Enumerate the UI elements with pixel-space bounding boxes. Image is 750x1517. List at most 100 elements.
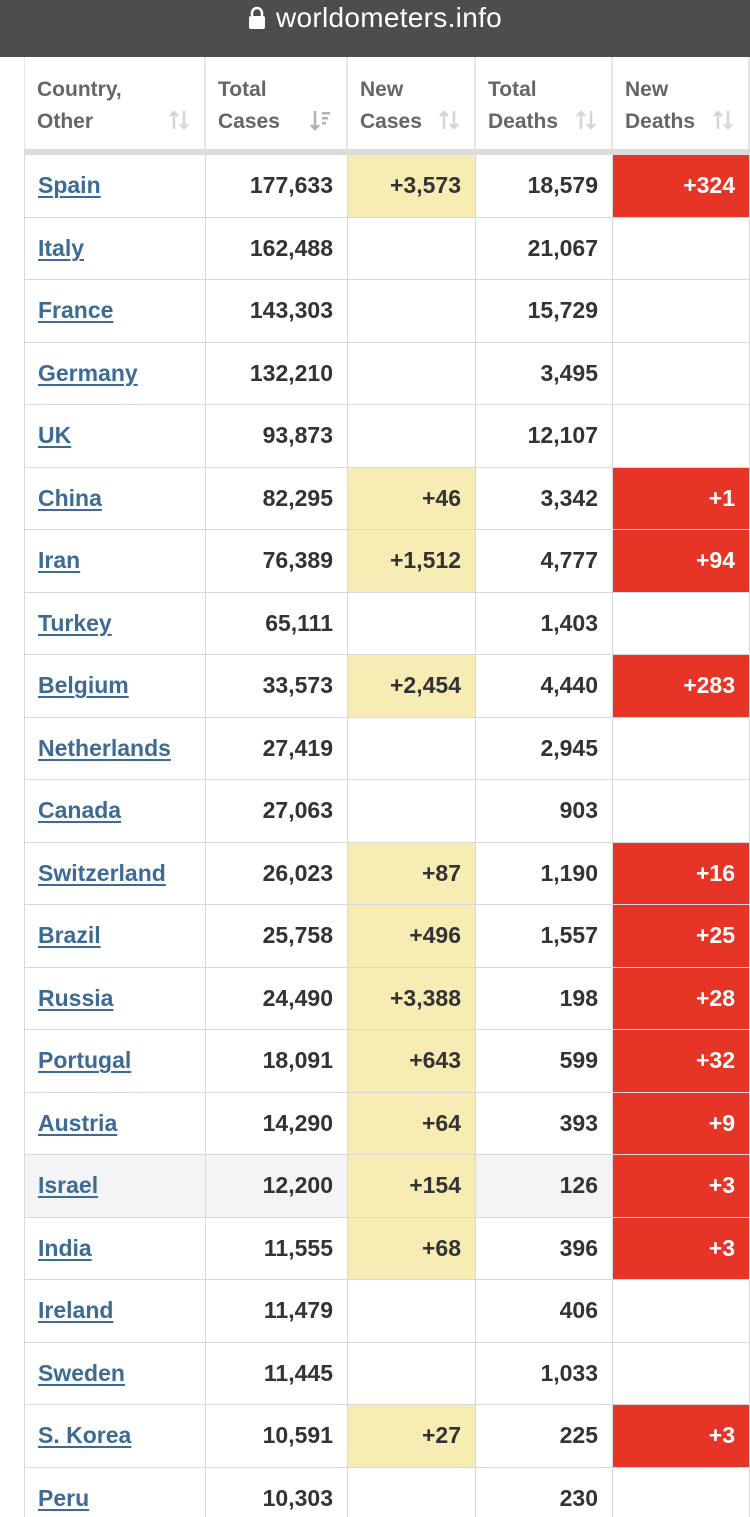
table-row: Peru 10,303 230	[24, 1467, 750, 1517]
cell-total-deaths: 4,777	[476, 530, 613, 592]
country-link[interactable]: France	[38, 297, 114, 324]
table-row: S. Korea 10,591 +27 225 +3	[24, 1405, 750, 1468]
sort-desc-icon[interactable]	[310, 109, 332, 131]
cell-new-cases: +3,573	[348, 155, 476, 217]
cell-new-cases	[348, 1342, 476, 1404]
country-link[interactable]: Peru	[38, 1484, 90, 1511]
sort-arrows-icon[interactable]	[575, 109, 597, 131]
cell-new-deaths: +324	[613, 155, 750, 217]
cell-country: Austria	[24, 1092, 206, 1154]
cell-new-deaths: +25	[613, 905, 750, 967]
cell-new-cases: +643	[348, 1030, 476, 1092]
cell-country: Sweden	[24, 1342, 206, 1404]
cell-new-cases: +1,512	[348, 530, 476, 592]
country-link[interactable]: Spain	[38, 172, 101, 199]
cell-total-cases: 10,591	[206, 1405, 348, 1467]
cell-total-cases: 27,063	[206, 780, 348, 842]
header-label-line1: Country,	[37, 78, 122, 101]
cell-new-deaths: +16	[613, 842, 750, 904]
country-link[interactable]: Russia	[38, 984, 114, 1011]
cell-new-cases: +154	[348, 1155, 476, 1217]
cell-country: S. Korea	[24, 1405, 206, 1467]
table-row: Portugal 18,091 +643 599 +32	[24, 1030, 750, 1093]
country-link[interactable]: Netherlands	[38, 734, 171, 761]
cell-total-cases: 27,419	[206, 717, 348, 779]
country-link[interactable]: UK	[38, 422, 72, 449]
cell-new-deaths	[613, 780, 750, 842]
cell-total-deaths: 1,033	[476, 1342, 613, 1404]
covid-table: Country, Other Total Cases New Cases Total Deat…	[24, 57, 750, 1517]
table-row: Switzerland 26,023 +87 1,190 +16	[24, 842, 750, 905]
header-divider	[24, 149, 750, 155]
address-bar[interactable]: worldometers.info	[0, 0, 750, 57]
cell-country: Germany	[24, 342, 206, 404]
country-link[interactable]: Canada	[38, 797, 122, 824]
cell-country: Portugal	[24, 1030, 206, 1092]
cell-new-cases	[348, 217, 476, 279]
table-row: India 11,555 +68 396 +3	[24, 1217, 750, 1280]
cell-total-deaths: 230	[476, 1467, 613, 1517]
cell-new-cases: +496	[348, 905, 476, 967]
header-total-cases[interactable]: Total Cases	[206, 57, 348, 149]
cell-total-deaths: 21,067	[476, 217, 613, 279]
table-row: Iran 76,389 +1,512 4,777 +94	[24, 530, 750, 593]
sort-arrows-icon[interactable]	[712, 109, 734, 131]
country-link[interactable]: China	[38, 484, 102, 511]
cell-new-cases	[348, 1280, 476, 1342]
cell-total-cases: 11,479	[206, 1280, 348, 1342]
country-link[interactable]: S. Korea	[38, 1422, 132, 1449]
cell-total-deaths: 225	[476, 1405, 613, 1467]
cell-total-cases: 25,758	[206, 905, 348, 967]
country-link[interactable]: Ireland	[38, 1297, 114, 1324]
table-row: Austria 14,290 +64 393 +9	[24, 1092, 750, 1155]
cell-new-deaths: +3	[613, 1217, 750, 1279]
cell-new-deaths	[613, 1342, 750, 1404]
cell-new-deaths	[613, 592, 750, 654]
country-link[interactable]: Austria	[38, 1109, 118, 1136]
table-row: China 82,295 +46 3,342 +1	[24, 467, 750, 530]
header-total-deaths[interactable]: Total Deaths	[476, 57, 613, 149]
sort-arrows-icon[interactable]	[438, 109, 460, 131]
country-link[interactable]: Turkey	[38, 609, 112, 636]
header-label-line2: Cases	[360, 110, 422, 133]
country-link[interactable]: Portugal	[38, 1047, 132, 1074]
cell-new-cases	[348, 1467, 476, 1517]
cell-country: Peru	[24, 1467, 206, 1517]
cell-total-deaths: 198	[476, 967, 613, 1029]
table-row: Sweden 11,445 1,033	[24, 1342, 750, 1405]
cell-total-deaths: 2,945	[476, 717, 613, 779]
country-link[interactable]: Germany	[38, 359, 138, 386]
url-text: worldometers.info	[275, 2, 503, 33]
country-link[interactable]: Belgium	[38, 672, 129, 699]
cell-total-cases: 18,091	[206, 1030, 348, 1092]
country-link[interactable]: Israel	[38, 1172, 99, 1199]
country-link[interactable]: Brazil	[38, 922, 101, 949]
cell-new-deaths: +32	[613, 1030, 750, 1092]
table-row: France 143,303 15,729	[24, 280, 750, 343]
country-link[interactable]: Italy	[38, 234, 85, 261]
country-link[interactable]: Sweden	[38, 1359, 125, 1386]
cell-new-cases	[348, 342, 476, 404]
cell-total-cases: 177,633	[206, 155, 348, 217]
cell-new-cases: +87	[348, 842, 476, 904]
cell-total-cases: 10,303	[206, 1467, 348, 1517]
country-link[interactable]: Iran	[38, 547, 81, 574]
header-new-deaths[interactable]: New Deaths	[613, 57, 750, 149]
header-new-cases[interactable]: New Cases	[348, 57, 476, 149]
country-link[interactable]: India	[38, 1234, 92, 1261]
cell-new-cases: +2,454	[348, 655, 476, 717]
cell-total-cases: 26,023	[206, 842, 348, 904]
cell-total-cases: 162,488	[206, 217, 348, 279]
sort-arrows-icon[interactable]	[168, 109, 190, 131]
cell-total-deaths: 15,729	[476, 280, 613, 342]
cell-total-cases: 12,200	[206, 1155, 348, 1217]
table-row: Belgium 33,573 +2,454 4,440 +283	[24, 655, 750, 718]
cell-country: UK	[24, 405, 206, 467]
country-link[interactable]: Switzerland	[38, 859, 166, 886]
cell-total-deaths: 1,557	[476, 905, 613, 967]
header-country[interactable]: Country, Other	[24, 57, 206, 149]
cell-new-deaths: +28	[613, 967, 750, 1029]
header-label-line1: Total	[488, 78, 537, 101]
cell-new-deaths	[613, 280, 750, 342]
cell-new-deaths: +3	[613, 1405, 750, 1467]
